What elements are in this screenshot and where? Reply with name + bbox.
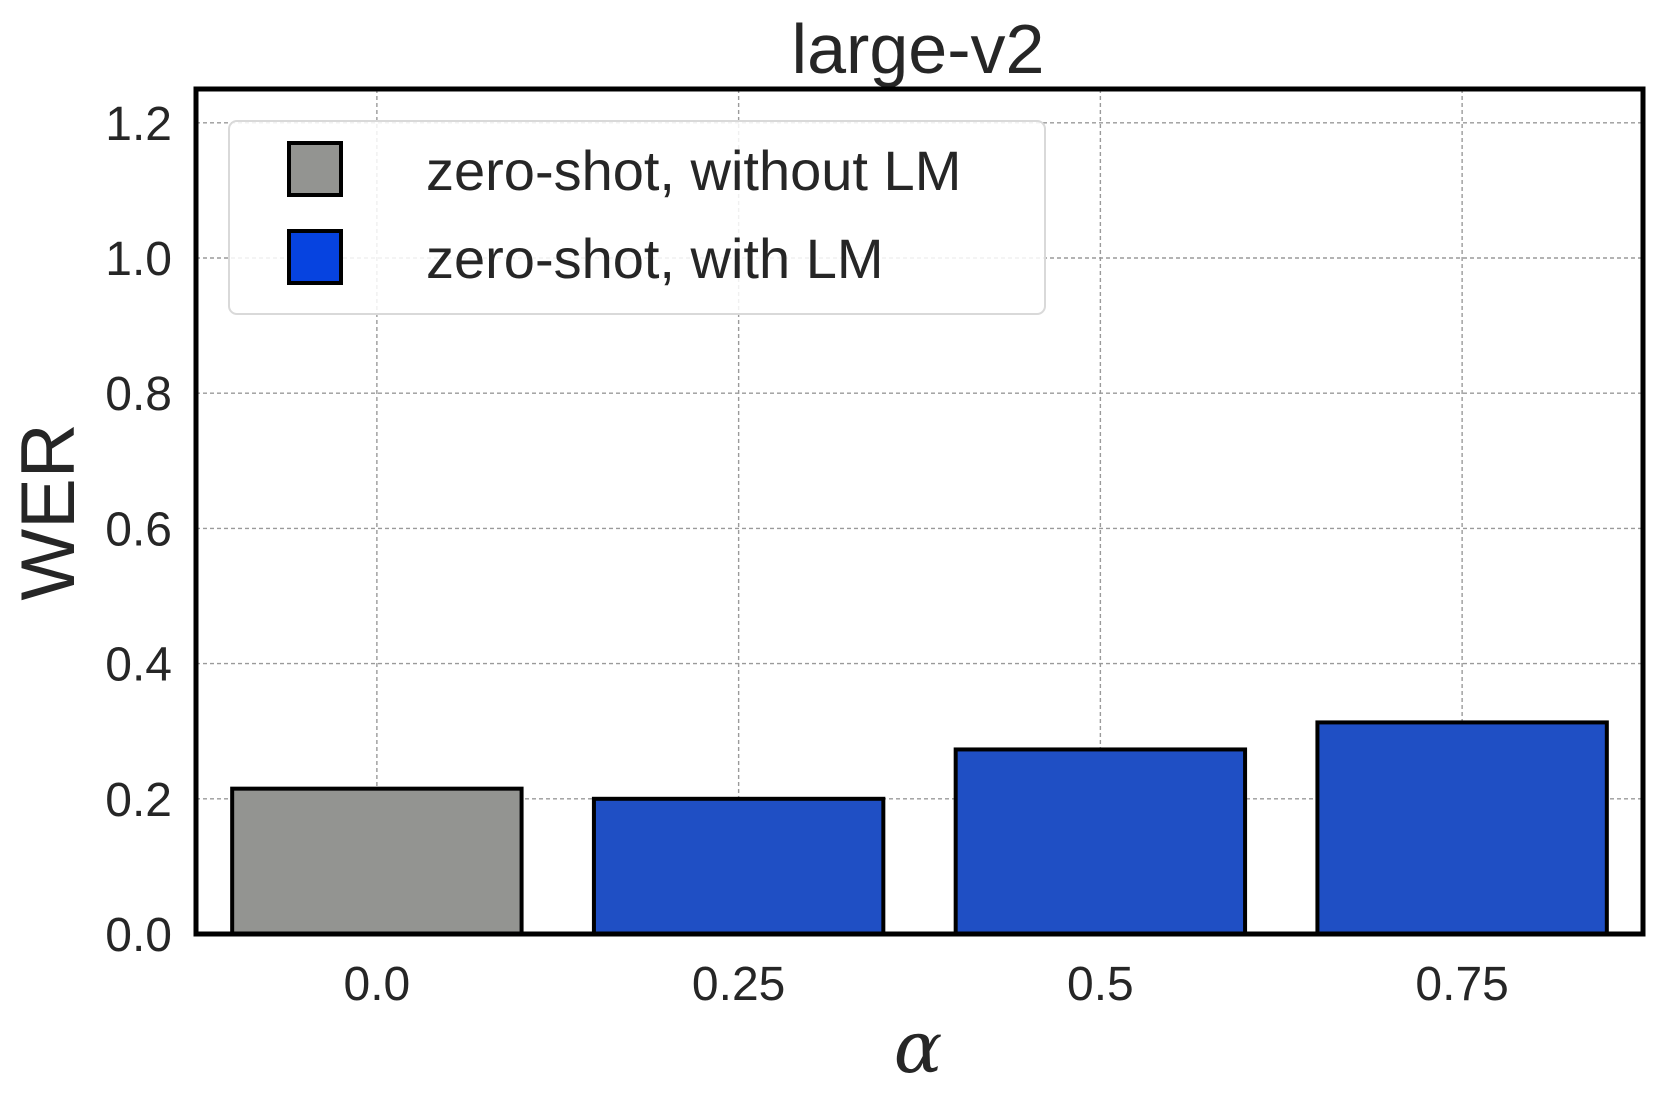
x-tick-label: 0.5 xyxy=(1067,958,1134,1011)
legend-label-with-lm: zero-shot, with LM xyxy=(426,227,884,290)
bar xyxy=(1315,720,1609,936)
legend-swatch-without-lm xyxy=(287,141,343,197)
x-tick-labels: 0.0 0.25 0.5 0.75 xyxy=(344,958,1509,1011)
y-tick-label: 1.2 xyxy=(105,98,172,151)
y-tick-label: 0.8 xyxy=(105,368,172,421)
y-tick-labels: 0.0 0.2 0.4 0.6 0.8 1.0 1.2 xyxy=(105,98,172,962)
bars xyxy=(230,720,1609,937)
legend-swatch-with-lm xyxy=(287,229,343,285)
x-tick-label: 0.75 xyxy=(1415,958,1508,1011)
legend-label-without-lm: zero-shot, without LM xyxy=(426,139,961,202)
y-tick-label: 1.0 xyxy=(105,233,172,286)
legend-box xyxy=(228,120,1046,315)
y-tick-label: 0.0 xyxy=(105,909,172,962)
x-tick-label: 0.25 xyxy=(692,958,785,1011)
y-axis-label: WER xyxy=(6,423,91,600)
x-tick-label: 0.0 xyxy=(344,958,411,1011)
x-axis-label: α xyxy=(894,1005,943,1089)
chart-title: large-v2 xyxy=(792,10,1045,88)
y-tick-label: 0.6 xyxy=(105,503,172,556)
bar xyxy=(953,747,1248,937)
legend: zero-shot, without LM zero-shot, with LM xyxy=(228,120,1046,315)
y-tick-label: 0.2 xyxy=(105,774,172,827)
y-tick-label: 0.4 xyxy=(105,639,172,692)
bar xyxy=(230,786,524,936)
bar xyxy=(591,796,886,936)
plot-frame xyxy=(193,86,1646,937)
